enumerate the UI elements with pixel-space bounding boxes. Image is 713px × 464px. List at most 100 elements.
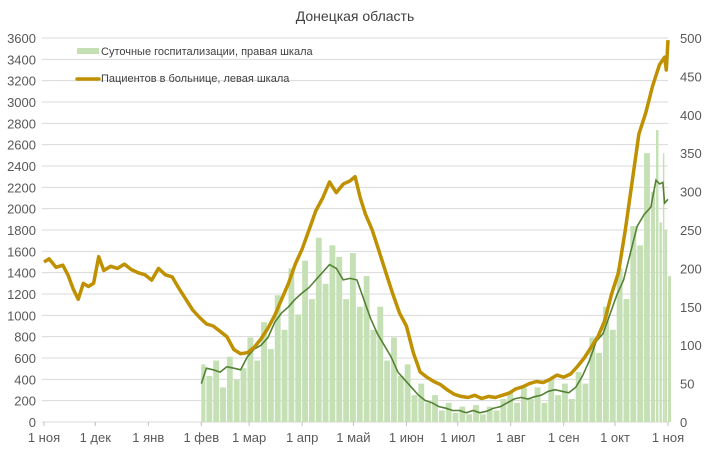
left-tick-label: 1200 [7,287,36,302]
hospitalization-bar [220,387,226,422]
legend-label-bars: Суточные госпитализации, правая шкала [101,46,314,58]
hospitalization-bar [603,306,609,422]
left-tick-label: 3000 [7,95,36,110]
left-tick-label: 1800 [7,223,36,238]
hospitalizations-bars [201,130,671,422]
x-tick-label: 1 июл [440,430,475,445]
hospitalization-bar [391,337,397,422]
left-tick-label: 2400 [7,159,36,174]
hospitalization-bar [418,383,425,422]
hospitalization-bar [637,245,644,422]
hospitalization-bar [452,412,459,422]
hospitalization-bar [507,391,514,422]
hospitalization-bar [466,414,473,422]
patients-line [43,40,670,401]
hospitalization-bar [363,276,370,422]
hospitalization-bar [609,329,616,422]
hospitalization-bar [575,372,582,422]
hospitalization-bar [630,226,637,422]
legend: Суточные госпитализации, правая шкала Па… [75,46,314,85]
left-tick-label: 2200 [7,180,36,195]
hospitalization-bar [201,364,206,422]
hospitalization-bar [308,299,315,422]
hospitalization-bar [664,230,667,422]
legend-swatch-bars [77,48,99,54]
legend-label-patients: Пациентов в больнице, левая шкала [101,73,290,85]
hospitalization-bar [438,410,445,422]
hospitalization-bar [302,260,308,422]
hospitalization-bar [500,398,507,422]
hospitalization-bar [596,352,603,422]
hospitalization-bar [295,314,302,422]
hospitalization-bar [343,299,350,422]
left-tick-label: 400 [14,372,36,387]
hospitalization-bar [370,329,377,422]
hospitalization-bar [623,299,630,422]
right-tick-label: 100 [680,338,702,353]
hospitalization-bar [377,306,384,422]
x-tick-label: 1 мар [232,430,266,445]
hospitalization-bar [226,356,233,422]
hospitalization-bar [336,256,343,422]
hospitalization-bar [486,406,493,422]
hospitalization-bar [541,402,548,422]
right-tick-label: 200 [680,261,702,276]
hospitalization-bar [213,360,220,422]
hospitalization-bar [459,406,466,422]
x-axis-ticks: 1 ноя 1 дек 1 янв 1 фев 1 мар 1 апр 1 май 1 июн… [28,422,684,445]
hospitalization-bar [555,395,562,422]
right-axis-ticks: 0 50 100 150 200 250 300 350 400 450 500 [680,31,702,430]
hospitalization-bar [493,410,500,422]
left-tick-label: 0 [29,415,36,430]
x-tick-label: 1 сен [548,430,580,445]
chart-title: Донецкая область [296,8,415,24]
hospitalization-bar [240,368,247,422]
x-tick-label: 1 апр [286,430,318,445]
right-tick-label: 500 [680,31,702,46]
hospitalization-bar [356,306,363,422]
hospitalization-bar [514,402,520,422]
right-tick-label: 0 [680,415,687,430]
left-tick-label: 800 [14,330,36,345]
x-tick-label: 1 ноя [28,430,60,445]
hospitalization-bar [562,383,568,422]
hospitalization-bar [656,130,659,422]
x-tick-label: 1 янв [132,430,164,445]
hospitalization-bar [659,222,662,422]
hospitalization-bar [479,414,486,422]
right-tick-label: 400 [680,108,702,123]
hospitalization-bar [644,153,650,422]
hospitalization-bar [411,395,418,422]
hospitalization-bar [425,402,432,422]
average-line [200,178,669,414]
hospitalization-bar [233,379,240,422]
hospitalization-bar [445,402,452,422]
hospitalization-bar [527,398,534,422]
hospitalization-bar [432,395,438,422]
left-tick-label: 200 [14,394,36,409]
hospitalization-bar [668,276,671,422]
hospitalization-bar [322,283,329,422]
left-tick-label: 3400 [7,52,36,67]
hospitalization-bar [315,237,322,422]
hospitalization-bar [473,405,479,422]
hospitalization-bar [650,191,656,422]
right-tick-label: 300 [680,185,702,200]
left-axis-ticks: 0 200 400 600 800 1000 1200 1400 1600 1800 2000 220… [7,31,36,430]
hospitalization-bar [520,387,527,422]
left-tick-label: 2000 [7,202,36,217]
hospitalization-bar [397,375,404,422]
hospitalization-bar [274,295,281,422]
hospitalization-bar [261,322,267,422]
right-tick-label: 150 [680,300,702,315]
hospitalization-bar [247,337,254,422]
hospitalization-bar [548,379,555,422]
left-tick-label: 1600 [7,244,36,259]
hospitalization-bar [568,398,575,422]
x-tick-label: 1 дек [80,430,112,445]
x-tick-label: 1 окт [600,430,630,445]
left-tick-label: 1000 [7,308,36,323]
hospitalization-bar [384,360,391,422]
